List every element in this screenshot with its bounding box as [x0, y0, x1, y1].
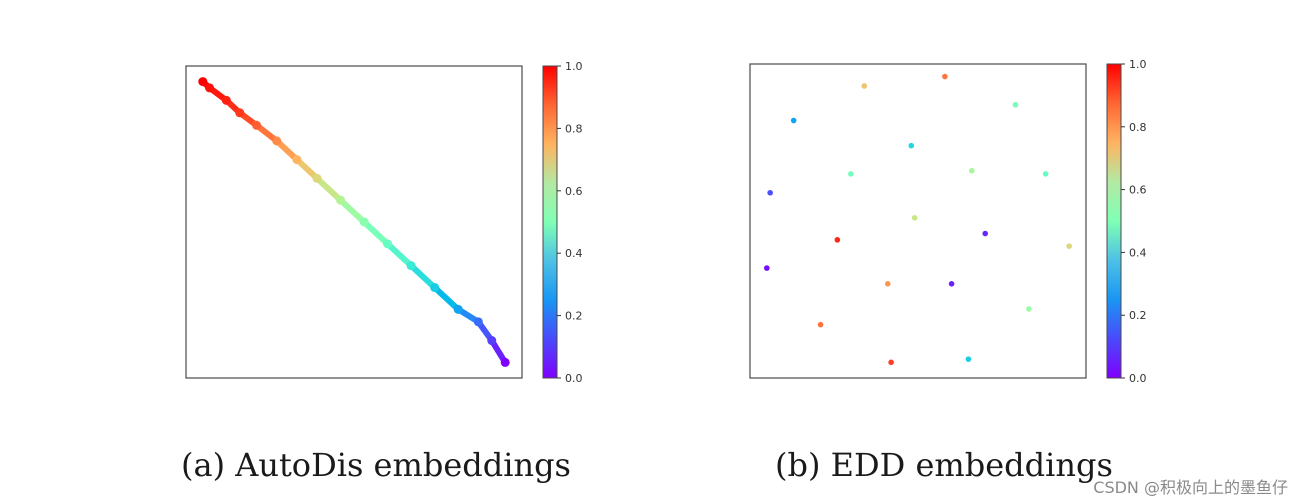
embedding-point: [884, 281, 891, 287]
embedding-point: [221, 95, 231, 105]
colorbar-tick-label: 0.2: [1129, 309, 1147, 322]
embedding-point: [500, 357, 510, 367]
colorbar-tick-label: 1.0: [565, 60, 583, 73]
embedding-point: [767, 189, 773, 196]
embedding-trail-segment: [337, 197, 368, 225]
embedding-point: [1066, 243, 1072, 249]
embedding-point: [359, 217, 369, 227]
embedding-point: [272, 136, 282, 146]
embedding-point: [235, 108, 245, 118]
embedding-point: [1042, 171, 1049, 177]
colorbar-tick-label: 0.2: [565, 310, 583, 323]
embedding-point: [888, 359, 894, 366]
embedding-point: [848, 171, 854, 177]
caption-edd: (b) EDD embeddings: [775, 446, 1113, 484]
embedding-point: [292, 155, 302, 165]
colorbar-tick-label: 1.0: [1129, 58, 1147, 71]
embedding-point: [198, 77, 208, 87]
embedding-point: [205, 83, 215, 93]
colorbar-tick-label: 0.6: [1129, 184, 1147, 197]
embedding-point: [406, 261, 416, 271]
plot-frame: [749, 63, 1087, 379]
embedding-point: [942, 73, 948, 80]
embedding-trail-segment: [431, 284, 462, 313]
embedding-trail-segment: [314, 175, 344, 204]
embedding-point: [312, 173, 322, 183]
edd-panel: 0.0 0.2 0.4 0.6 0.8 1.0: [749, 58, 1147, 385]
embedding-point: [911, 215, 918, 221]
colorbar-tick-label: 0.0: [565, 372, 583, 385]
embedding-trail-segment: [408, 262, 438, 291]
embedding-point: [1026, 306, 1032, 312]
colorbar: [542, 65, 558, 379]
embedding-point: [817, 321, 824, 328]
embedding-point: [968, 167, 975, 174]
embedding-point: [430, 283, 440, 293]
embedding-point: [473, 317, 483, 327]
embedding-trail-segment: [361, 219, 391, 247]
embedding-point: [1012, 102, 1019, 108]
embedding-point: [764, 265, 770, 271]
embedding-point: [965, 356, 972, 362]
embedding-point: [982, 230, 988, 237]
caption-autodis: (a) AutoDis embeddings: [181, 446, 571, 484]
embedding-point: [487, 336, 497, 346]
embedding-point: [453, 304, 463, 314]
embedding-point: [908, 142, 915, 149]
colorbar-tick-label: 0.8: [1129, 121, 1147, 134]
embedding-point: [948, 281, 955, 287]
figure-canvas: 0.0 0.2 0.4 0.6 0.8 1.0 0.0 0.2 0.4 0.6 0.8 1.0: [185, 58, 1147, 385]
autodis-panel: 0.0 0.2 0.4 0.6 0.8 1.0: [185, 60, 583, 385]
colorbar-tick-label: 0.8: [565, 122, 583, 135]
embedding-point: [790, 117, 797, 124]
colorbar-tick-label: 0.0: [1129, 372, 1147, 385]
embedding-point: [861, 83, 868, 89]
embedding-trail-segment: [293, 156, 321, 182]
embedding-point: [834, 237, 841, 243]
embedding-trail-segment: [273, 137, 300, 163]
colorbar-tick-label: 0.4: [565, 247, 583, 260]
colorbar-tick-label: 0.6: [565, 185, 583, 198]
embedding-point: [383, 239, 393, 249]
watermark: CSDN @积极向上的墨鱼仔: [1093, 478, 1288, 497]
embedding-point: [336, 195, 346, 205]
embedding-trail-segment: [384, 240, 415, 269]
colorbar: [1106, 63, 1122, 379]
colorbar-tick-label: 0.4: [1129, 246, 1147, 259]
embedding-point: [252, 120, 262, 130]
